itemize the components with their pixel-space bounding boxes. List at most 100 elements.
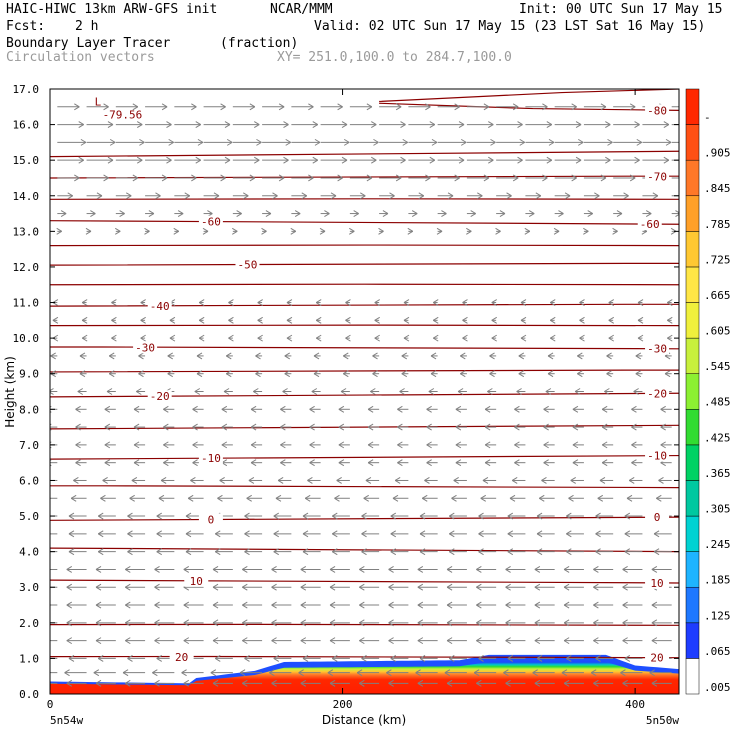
vector-arrow [329, 583, 350, 591]
vector-arrow [478, 654, 497, 662]
vector-arrow [597, 494, 614, 502]
colorbar-swatch [685, 195, 700, 232]
vector-arrow [417, 583, 438, 591]
vector-arrow [496, 156, 523, 164]
vector-arrow [572, 423, 584, 431]
colorbar-label: - [704, 111, 711, 124]
vector-arrow [608, 334, 615, 342]
vector-arrow [291, 103, 314, 111]
vector-arrow [203, 138, 233, 146]
vector-arrow [273, 530, 292, 538]
vector-arrow [286, 334, 293, 342]
vector-arrow [154, 619, 175, 627]
vector-arrow [319, 227, 326, 235]
vector-arrow [595, 512, 614, 520]
vector-arrow [309, 423, 321, 431]
vector-arrow [244, 530, 263, 538]
y-tick-label: 5.0 [19, 510, 39, 523]
vector-arrow [273, 654, 292, 662]
contour-label: 20 [650, 652, 663, 665]
vector-arrow [608, 316, 615, 324]
vector-arrow [95, 679, 116, 687]
vector-arrow [496, 192, 512, 200]
vector-arrow [563, 679, 584, 687]
vector-arrow [154, 679, 175, 687]
vector-arrow [183, 637, 204, 645]
vector-arrow [232, 174, 256, 182]
vector-arrow [541, 477, 555, 484]
vector-arrow [561, 669, 584, 677]
vector-arrow [480, 494, 497, 502]
vector-arrow [95, 619, 116, 627]
vector-arrow [286, 299, 293, 306]
vector-arrow [417, 601, 438, 609]
colorbar-label: .005 [704, 681, 731, 694]
vector-arrow [473, 669, 497, 677]
vector-arrow [613, 174, 636, 182]
vector-arrow [525, 192, 542, 200]
vector-arrow [291, 192, 308, 200]
vector-arrow [437, 138, 467, 146]
vector-arrow [460, 370, 467, 378]
vector-arrow [660, 423, 672, 431]
vector-arrow [428, 388, 438, 395]
vector-arrow [145, 210, 155, 217]
vector-arrow [77, 388, 87, 395]
vector-arrow [85, 227, 92, 235]
contour-label: -20 [150, 390, 170, 403]
vector-arrow [505, 583, 526, 591]
vector-arrow [563, 583, 584, 591]
vector-arrow [250, 441, 263, 449]
contour-line [50, 262, 679, 266]
vector-arrow [543, 423, 555, 431]
vector-arrow [232, 156, 260, 164]
vector-arrow [462, 299, 468, 306]
vector-arrow [57, 192, 73, 200]
vector-arrow [127, 530, 146, 538]
vector-arrow [514, 459, 526, 467]
vector-arrow [125, 583, 146, 591]
temperature-contours [50, 89, 679, 659]
vector-arrow [309, 441, 321, 449]
vector-arrow [466, 192, 483, 200]
vector-arrow [154, 601, 175, 609]
vector-arrow [108, 370, 116, 378]
colorbar-label: .305 [704, 503, 731, 516]
vector-arrow [359, 619, 380, 627]
vector-arrow [125, 679, 146, 687]
vector-arrow [622, 637, 643, 645]
vector-arrow [163, 423, 175, 431]
vector-arrow [390, 654, 409, 662]
vector-arrow [97, 530, 116, 538]
vector-arrow [547, 352, 555, 360]
vector-arrow [484, 423, 497, 431]
vector-arrow [379, 192, 395, 200]
vector-arrow [223, 388, 233, 395]
vector-arrow [446, 679, 467, 687]
vector-arrow [437, 210, 447, 217]
vector-arrow [397, 459, 409, 467]
vector-arrow [284, 352, 292, 360]
vector-arrow [372, 352, 380, 360]
x-tick-label: 200 [333, 698, 353, 711]
y-tick-label: 7.0 [19, 439, 39, 452]
vector-arrow [154, 637, 175, 645]
colorbar-label: .725 [704, 253, 731, 266]
vector-arrow [453, 477, 467, 484]
vector-arrow [367, 405, 380, 413]
vector-arrow [56, 227, 62, 235]
vector-arrow [81, 334, 88, 342]
vector-arrow [115, 192, 132, 200]
vector-arrow [667, 316, 673, 324]
min-marker-letter: L [95, 95, 102, 108]
y-tick-label: 1.0 [19, 652, 39, 665]
vector-arrow [631, 405, 643, 413]
vector-arrow [86, 121, 114, 129]
vector-arrow [183, 566, 204, 573]
vector-arrow [255, 370, 263, 378]
vector-arrow [198, 299, 205, 306]
vector-arrow [466, 174, 490, 182]
vector-arrow [518, 370, 526, 378]
xy-label: XY= 251.0,100.0 to 284.7,100.0 [277, 50, 512, 65]
vector-arrow [359, 637, 380, 645]
